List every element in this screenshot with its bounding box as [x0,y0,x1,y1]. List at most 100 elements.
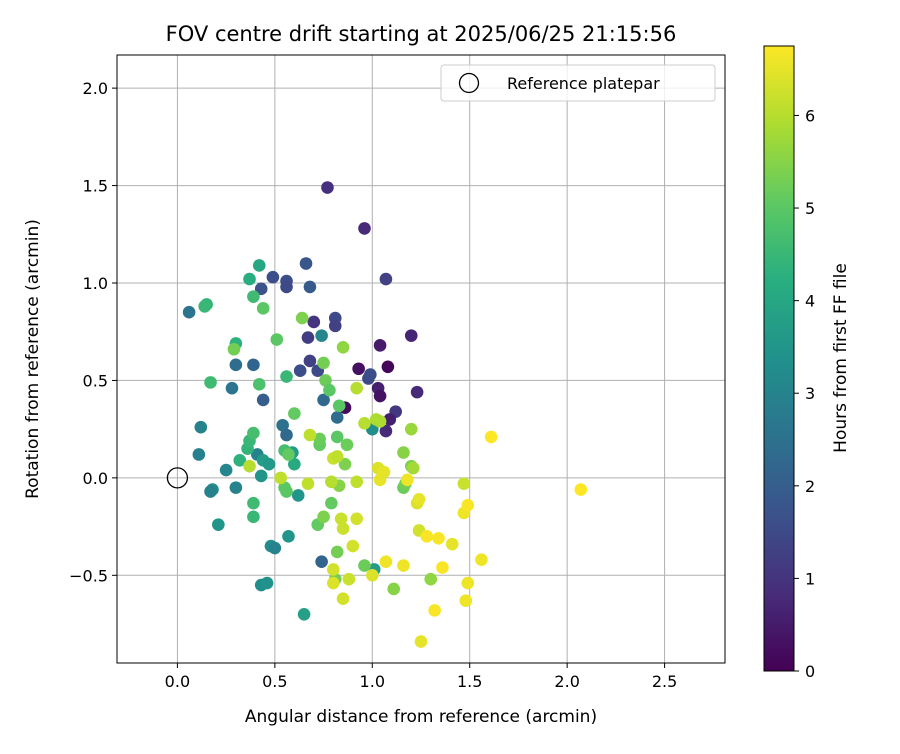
y-axis-label: Rotation from reference (arcmin) [23,219,43,499]
colorbar-tick-label: 3 [805,384,815,403]
data-point [303,280,317,294]
data-point [282,530,295,543]
data-point [229,481,243,494]
data-point [293,364,307,377]
data-point [350,381,363,395]
data-point [420,530,434,543]
data-point [266,270,280,284]
data-point [338,457,352,471]
y-tick-label: 1.0 [83,274,108,293]
data-point [484,430,498,444]
data-point [340,438,354,452]
x-tick-label: 1.0 [360,672,385,691]
data-point [247,426,260,440]
colorbar-tick-label: 1 [805,569,815,588]
reference-marker-icon [166,467,189,489]
legend-label: Reference platepar [507,74,660,93]
data-point [270,333,284,346]
data-point [280,370,293,383]
data-point [379,555,393,568]
data-point [379,424,393,438]
data-point [330,450,344,463]
data-point [574,483,588,496]
data-point [262,457,276,471]
colorbar: 0 1 2 3 4 5 6 Hours from first FF file [763,45,851,681]
data-point [182,305,196,319]
chart-title: FOV centre drift starting at 2025/06/25 … [166,22,677,46]
data-point [227,342,241,356]
y-tick-label: 0.0 [83,469,108,488]
data-point [256,393,270,407]
data-point [461,498,475,512]
data-point [346,539,360,553]
data-point [321,181,334,194]
data-point [461,576,475,590]
data-point [288,407,301,420]
data-point [225,381,239,395]
data-point [204,485,217,498]
data-point [204,376,217,389]
x-axis-label: Angular distance from reference (arcmin) [245,707,597,727]
data-point [325,475,338,489]
data-point [233,454,247,467]
data-point [252,259,266,272]
data-point [325,496,338,510]
data-point [445,537,459,551]
data-point [397,446,410,459]
data-point [301,331,315,344]
plot-frame [116,54,726,664]
data-point [247,510,260,524]
data-point [317,356,330,370]
colorbar-tick-label: 6 [805,106,815,125]
data-point [330,411,344,424]
colorbar-tick-label: 2 [805,477,815,496]
data-point [358,559,371,572]
data-point [373,389,387,403]
data-point [387,582,401,596]
data-point [350,512,363,526]
data-points [182,181,588,648]
data-point [268,541,282,555]
data-point [260,576,274,590]
reference-point [166,467,189,489]
data-point [317,393,330,407]
data-point [383,413,397,426]
data-point [328,319,342,333]
data-point [334,512,348,526]
colorbar-label: Hours from first FF file [831,263,851,453]
x-axis-ticks: 0.0 0.5 1.0 1.5 2.0 2.5 [165,663,677,691]
data-point [297,607,311,621]
colorbar-gradient [763,45,795,672]
data-point [243,272,256,286]
data-point [282,448,295,461]
data-point [307,315,321,329]
data-point [247,496,260,510]
data-point [342,572,356,586]
data-point [373,415,387,428]
data-point [475,553,488,567]
grid [117,55,725,663]
data-point [365,569,379,582]
legend-box [440,64,716,102]
data-point [280,280,293,294]
data-point [406,461,420,475]
legend: Reference platepar [440,64,716,102]
colorbar-tick-label: 0 [805,662,815,681]
data-point [330,430,344,444]
x-tick-label: 2.0 [554,672,579,691]
y-tick-label: 1.5 [83,177,108,196]
y-tick-label: −0.5 [69,566,108,585]
colorbar-tick-label: 4 [805,292,815,311]
data-point [364,368,377,381]
data-point [352,362,365,376]
data-point [212,518,225,531]
data-point [436,561,449,574]
data-point [424,572,438,586]
data-point [323,383,336,397]
data-point [315,329,328,342]
data-point [336,341,350,354]
data-point [291,489,305,502]
data-point [332,399,346,413]
data-point [350,475,363,489]
data-point [243,459,256,473]
